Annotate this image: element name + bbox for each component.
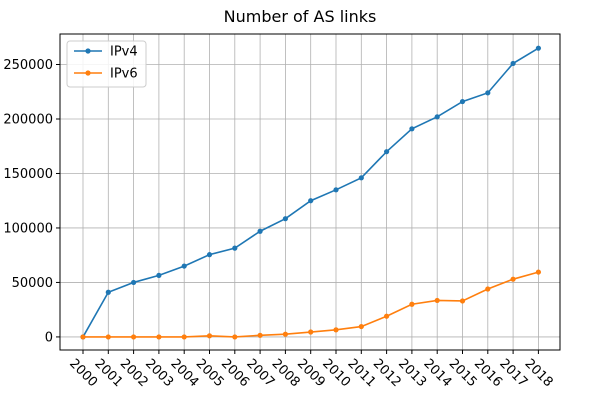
data-point-ipv6 [181,334,187,340]
x-tick-label: 2013 [395,356,429,390]
data-point-ipv4 [206,252,213,258]
data-point-ipv6 [308,329,314,335]
data-point-ipv6 [510,276,516,282]
x-tick-label: 2014 [420,356,454,390]
data-point-ipv4 [232,245,238,251]
x-tick-label: 2004 [167,356,201,390]
x-tick-label: 2002 [117,356,151,390]
data-point-ipv6 [156,334,162,340]
x-tick-label: 2009 [294,356,328,390]
data-point-ipv4 [282,216,288,222]
data-point-ipv6 [434,297,440,304]
data-point-ipv6 [485,286,491,292]
legend: IPv4 IPv6 [66,40,147,88]
data-point-ipv6 [232,334,238,340]
x-tick-label: 2007 [243,356,277,390]
data-point-ipv4 [535,45,542,51]
y-tick-label: 100000 [3,221,53,236]
legend-label-ipv6: IPv6 [110,67,138,82]
x-tick-label: 2003 [142,356,176,390]
data-point-ipv4 [434,114,440,120]
chart-title: Number of AS links [224,7,377,26]
series-lines [80,45,542,340]
y-tick-label: 200000 [3,112,53,127]
x-tick-label: 2010 [319,356,353,390]
data-point-ipv6 [358,323,364,330]
legend-label-ipv4: IPv4 [110,45,138,60]
plot-frame [59,33,561,351]
x-tick-label: 2018 [522,356,556,390]
data-point-ipv4 [409,126,415,132]
data-point-ipv4 [181,263,187,269]
y-tick-label: 50000 [12,276,53,291]
x-tick-label: 2006 [218,356,252,390]
x-tick-label: 2011 [344,356,378,390]
x-tick-label: 2001 [91,356,125,390]
data-point-ipv4 [485,90,491,96]
x-tick-label: 2015 [446,356,480,390]
data-point-ipv6 [535,269,542,275]
y-axis: 0 50000 100000 150000 200000 250000 [3,58,60,345]
data-point-ipv6 [257,332,263,338]
legend-marker-ipv4 [85,48,91,54]
data-point-ipv4 [358,175,364,181]
grid-lines [60,34,560,350]
x-tick-label: 2005 [193,356,227,390]
x-tick-label: 2016 [471,356,505,390]
x-tick-label: 2000 [66,356,100,390]
data-point-ipv6 [384,313,390,319]
x-axis: 2000200120022003200420052006200720082009… [66,350,556,390]
data-point-ipv4 [105,289,111,295]
data-point-ipv4 [384,149,390,155]
y-tick-label: 0 [45,330,53,345]
data-point-ipv4 [257,228,263,234]
data-point-ipv4 [333,187,339,193]
data-point-ipv6 [80,334,86,340]
data-point-ipv4 [131,279,137,286]
data-point-ipv4 [510,60,516,67]
y-tick-label: 250000 [3,58,53,73]
x-tick-label: 2012 [370,356,404,390]
data-point-ipv4 [156,272,162,278]
legend-marker-ipv6 [85,70,91,76]
data-point-ipv4 [308,198,314,204]
data-point-ipv6 [282,331,288,337]
y-tick-label: 150000 [3,167,53,182]
x-tick-label: 2017 [496,356,530,390]
data-point-ipv6 [105,334,111,340]
data-point-ipv6 [131,334,137,340]
data-point-ipv6 [459,298,466,304]
data-point-ipv6 [409,301,415,307]
data-point-ipv6 [333,327,339,333]
data-point-ipv4 [459,98,466,105]
data-point-ipv6 [206,333,213,339]
x-tick-label: 2008 [269,356,303,390]
